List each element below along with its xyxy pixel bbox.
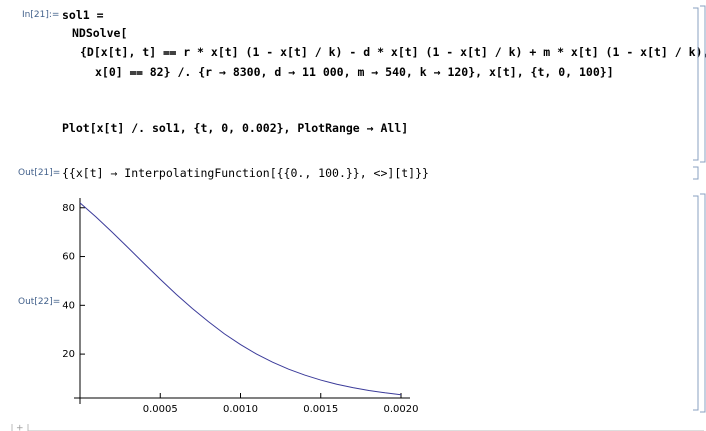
insertion-line bbox=[11, 424, 704, 431]
code-line: {D[x[t], t] ⩵ r * x[t] (1 - x[t] / k) - … bbox=[80, 45, 706, 59]
x-tick-label: 0.0020 bbox=[384, 404, 419, 415]
output-text: {{x[t] → InterpolatingFunction[{{0., 100… bbox=[62, 166, 429, 180]
cell-bracket bbox=[700, 193, 706, 413]
cell-label: Out[21]= bbox=[18, 168, 61, 178]
code-line: x[0] ⩵ 82} /. {r → 8300, d → 11 000, m →… bbox=[95, 65, 614, 79]
line-series bbox=[79, 202, 402, 396]
x-tick-label: 0.0010 bbox=[223, 404, 258, 415]
insert-plus: + bbox=[16, 424, 24, 431]
code-line: sol1 = bbox=[62, 8, 104, 22]
x-tick-label: 0.0015 bbox=[303, 404, 338, 415]
cell-bracket bbox=[693, 166, 699, 180]
cell-bracket bbox=[693, 195, 699, 411]
code-line: NDSolve[ bbox=[72, 26, 128, 40]
code-line: Plot[x[t] /. sol1, {t, 0, 0.002}, PlotRa… bbox=[62, 121, 409, 135]
cell-label: Out[22]= bbox=[18, 297, 61, 307]
cell-label: In[21]:= bbox=[22, 10, 60, 20]
y-tick-label: 80 bbox=[62, 203, 75, 214]
cell-bracket bbox=[693, 7, 699, 161]
y-tick-label: 20 bbox=[62, 349, 75, 360]
y-tick-label: 40 bbox=[62, 300, 75, 311]
x-tick-label: 0.0005 bbox=[143, 404, 178, 415]
cell-bracket bbox=[700, 5, 706, 163]
y-tick-label: 60 bbox=[62, 252, 75, 263]
